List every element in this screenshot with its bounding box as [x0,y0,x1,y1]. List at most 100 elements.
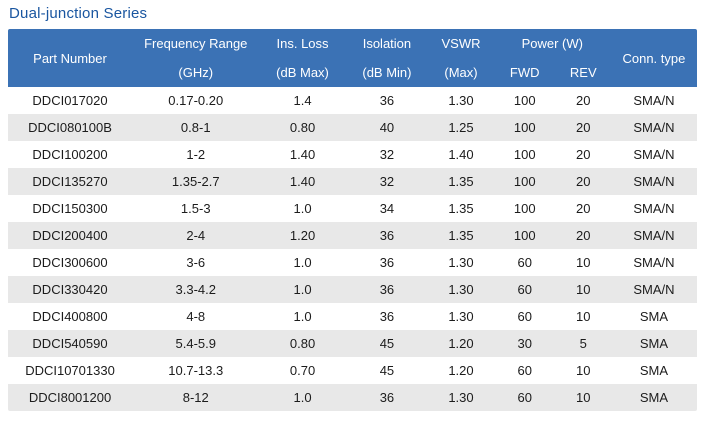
cell-vswr: 1.30 [428,276,494,303]
cell-part-number: DDCI8001200 [8,384,133,411]
cell-vswr: 1.20 [428,357,494,384]
cell-ins-loss: 1.0 [259,303,346,330]
header-isolation: Isolation (dB Min) [345,29,429,87]
cell-power-rev: 10 [555,384,611,411]
header-vswr-label: VSWR [441,36,481,51]
cell-frequency-range: 10.7-13.3 [132,357,260,384]
cell-frequency-range: 3-6 [132,249,260,276]
table-row: DDCI8001200 8-12 1.0 36 1.30 60 10 SMA [8,384,697,411]
cell-isolation: 36 [345,222,429,249]
cell-vswr: 1.35 [428,168,494,195]
header-ins-loss-unit: (dB Max) [276,65,329,80]
header-vswr: VSWR (Max) [428,29,494,87]
header-power-group: Power (W) [493,29,611,58]
cell-power-fwd: 100 [493,114,556,141]
cell-conn-type: SMA/N [610,195,697,222]
cell-power-fwd: 60 [493,384,556,411]
cell-frequency-range: 0.17-0.20 [132,87,260,114]
cell-vswr: 1.30 [428,384,494,411]
cell-ins-loss: 1.0 [259,276,346,303]
table-row: DDCI400800 4-8 1.0 36 1.30 60 10 SMA [8,303,697,330]
cell-ins-loss: 1.4 [259,87,346,114]
cell-conn-type: SMA [610,384,697,411]
cell-power-fwd: 100 [493,141,556,168]
cell-power-rev: 20 [555,222,611,249]
cell-frequency-range: 1-2 [132,141,260,168]
cell-ins-loss: 1.0 [259,249,346,276]
table-row: DDCI100200 1-2 1.40 32 1.40 100 20 SMA/N [8,141,697,168]
header-vswr-unit: (Max) [444,65,478,80]
cell-conn-type: SMA/N [610,141,697,168]
cell-isolation: 36 [345,276,429,303]
cell-part-number: DDCI080100B [8,114,133,141]
cell-frequency-range: 1.5-3 [132,195,260,222]
cell-isolation: 36 [345,249,429,276]
table-row: DDCI330420 3.3-4.2 1.0 36 1.30 60 10 SMA/N [8,276,697,303]
cell-isolation: 36 [345,384,429,411]
table-row: DDCI017020 0.17-0.20 1.4 36 1.30 100 20 SMA/N [8,87,697,114]
cell-power-rev: 10 [555,249,611,276]
cell-power-fwd: 100 [493,195,556,222]
cell-power-fwd: 100 [493,168,556,195]
cell-part-number: DDCI10701330 [8,357,133,384]
cell-part-number: DDCI400800 [8,303,133,330]
cell-conn-type: SMA/N [610,276,697,303]
cell-power-rev: 20 [555,141,611,168]
cell-power-rev: 20 [555,195,611,222]
cell-vswr: 1.35 [428,195,494,222]
header-frequency-range: Frequency Range (GHz) [132,29,260,87]
cell-part-number: DDCI300600 [8,249,133,276]
cell-conn-type: SMA/N [610,168,697,195]
header-power-rev: REV [555,58,611,87]
cell-conn-type: SMA [610,330,697,357]
header-isolation-unit: (dB Min) [362,65,412,80]
cell-isolation: 45 [345,330,429,357]
table-body: DDCI017020 0.17-0.20 1.4 36 1.30 100 20 SMA/N DD… [8,87,697,411]
header-part-number: Part Number [8,29,133,87]
table-row: DDCI135270 1.35-2.7 1.40 32 1.35 100 20 SMA/N [8,168,697,195]
cell-frequency-range: 5.4-5.9 [132,330,260,357]
table-row: DDCI540590 5.4-5.9 0.80 45 1.20 30 5 SMA [8,330,697,357]
cell-isolation: 34 [345,195,429,222]
cell-conn-type: SMA/N [610,222,697,249]
cell-vswr: 1.25 [428,114,494,141]
cell-isolation: 40 [345,114,429,141]
cell-power-rev: 20 [555,114,611,141]
cell-frequency-range: 2-4 [132,222,260,249]
header-frequency-range-unit: (GHz) [178,65,214,80]
cell-vswr: 1.40 [428,141,494,168]
section-title: Dual-junction Series [9,5,148,22]
dual-junction-table: Part Number Frequency Range (GHz) Ins. L… [8,29,697,411]
header-frequency-range-label: Frequency Range [144,36,248,51]
cell-power-fwd: 30 [493,330,556,357]
table-header: Part Number Frequency Range (GHz) Ins. L… [8,29,697,87]
cell-ins-loss: 1.0 [259,195,346,222]
cell-vswr: 1.20 [428,330,494,357]
cell-power-fwd: 100 [493,87,556,114]
cell-part-number: DDCI017020 [8,87,133,114]
header-conn-type: Conn. type [610,29,697,87]
cell-part-number: DDCI330420 [8,276,133,303]
cell-isolation: 36 [345,303,429,330]
cell-power-fwd: 60 [493,303,556,330]
cell-power-fwd: 60 [493,357,556,384]
cell-frequency-range: 1.35-2.7 [132,168,260,195]
cell-power-rev: 20 [555,168,611,195]
cell-vswr: 1.35 [428,222,494,249]
header-power-fwd: FWD [493,58,556,87]
cell-ins-loss: 1.20 [259,222,346,249]
cell-conn-type: SMA/N [610,114,697,141]
cell-power-rev: 10 [555,303,611,330]
table-row: DDCI300600 3-6 1.0 36 1.30 60 10 SMA/N [8,249,697,276]
cell-ins-loss: 0.70 [259,357,346,384]
cell-part-number: DDCI135270 [8,168,133,195]
cell-ins-loss: 0.80 [259,114,346,141]
table-row: DDCI150300 1.5-3 1.0 34 1.35 100 20 SMA/N [8,195,697,222]
header-isolation-label: Isolation [362,36,412,51]
cell-conn-type: SMA/N [610,87,697,114]
cell-ins-loss: 0.80 [259,330,346,357]
cell-isolation: 32 [345,168,429,195]
cell-power-fwd: 60 [493,276,556,303]
cell-isolation: 36 [345,87,429,114]
